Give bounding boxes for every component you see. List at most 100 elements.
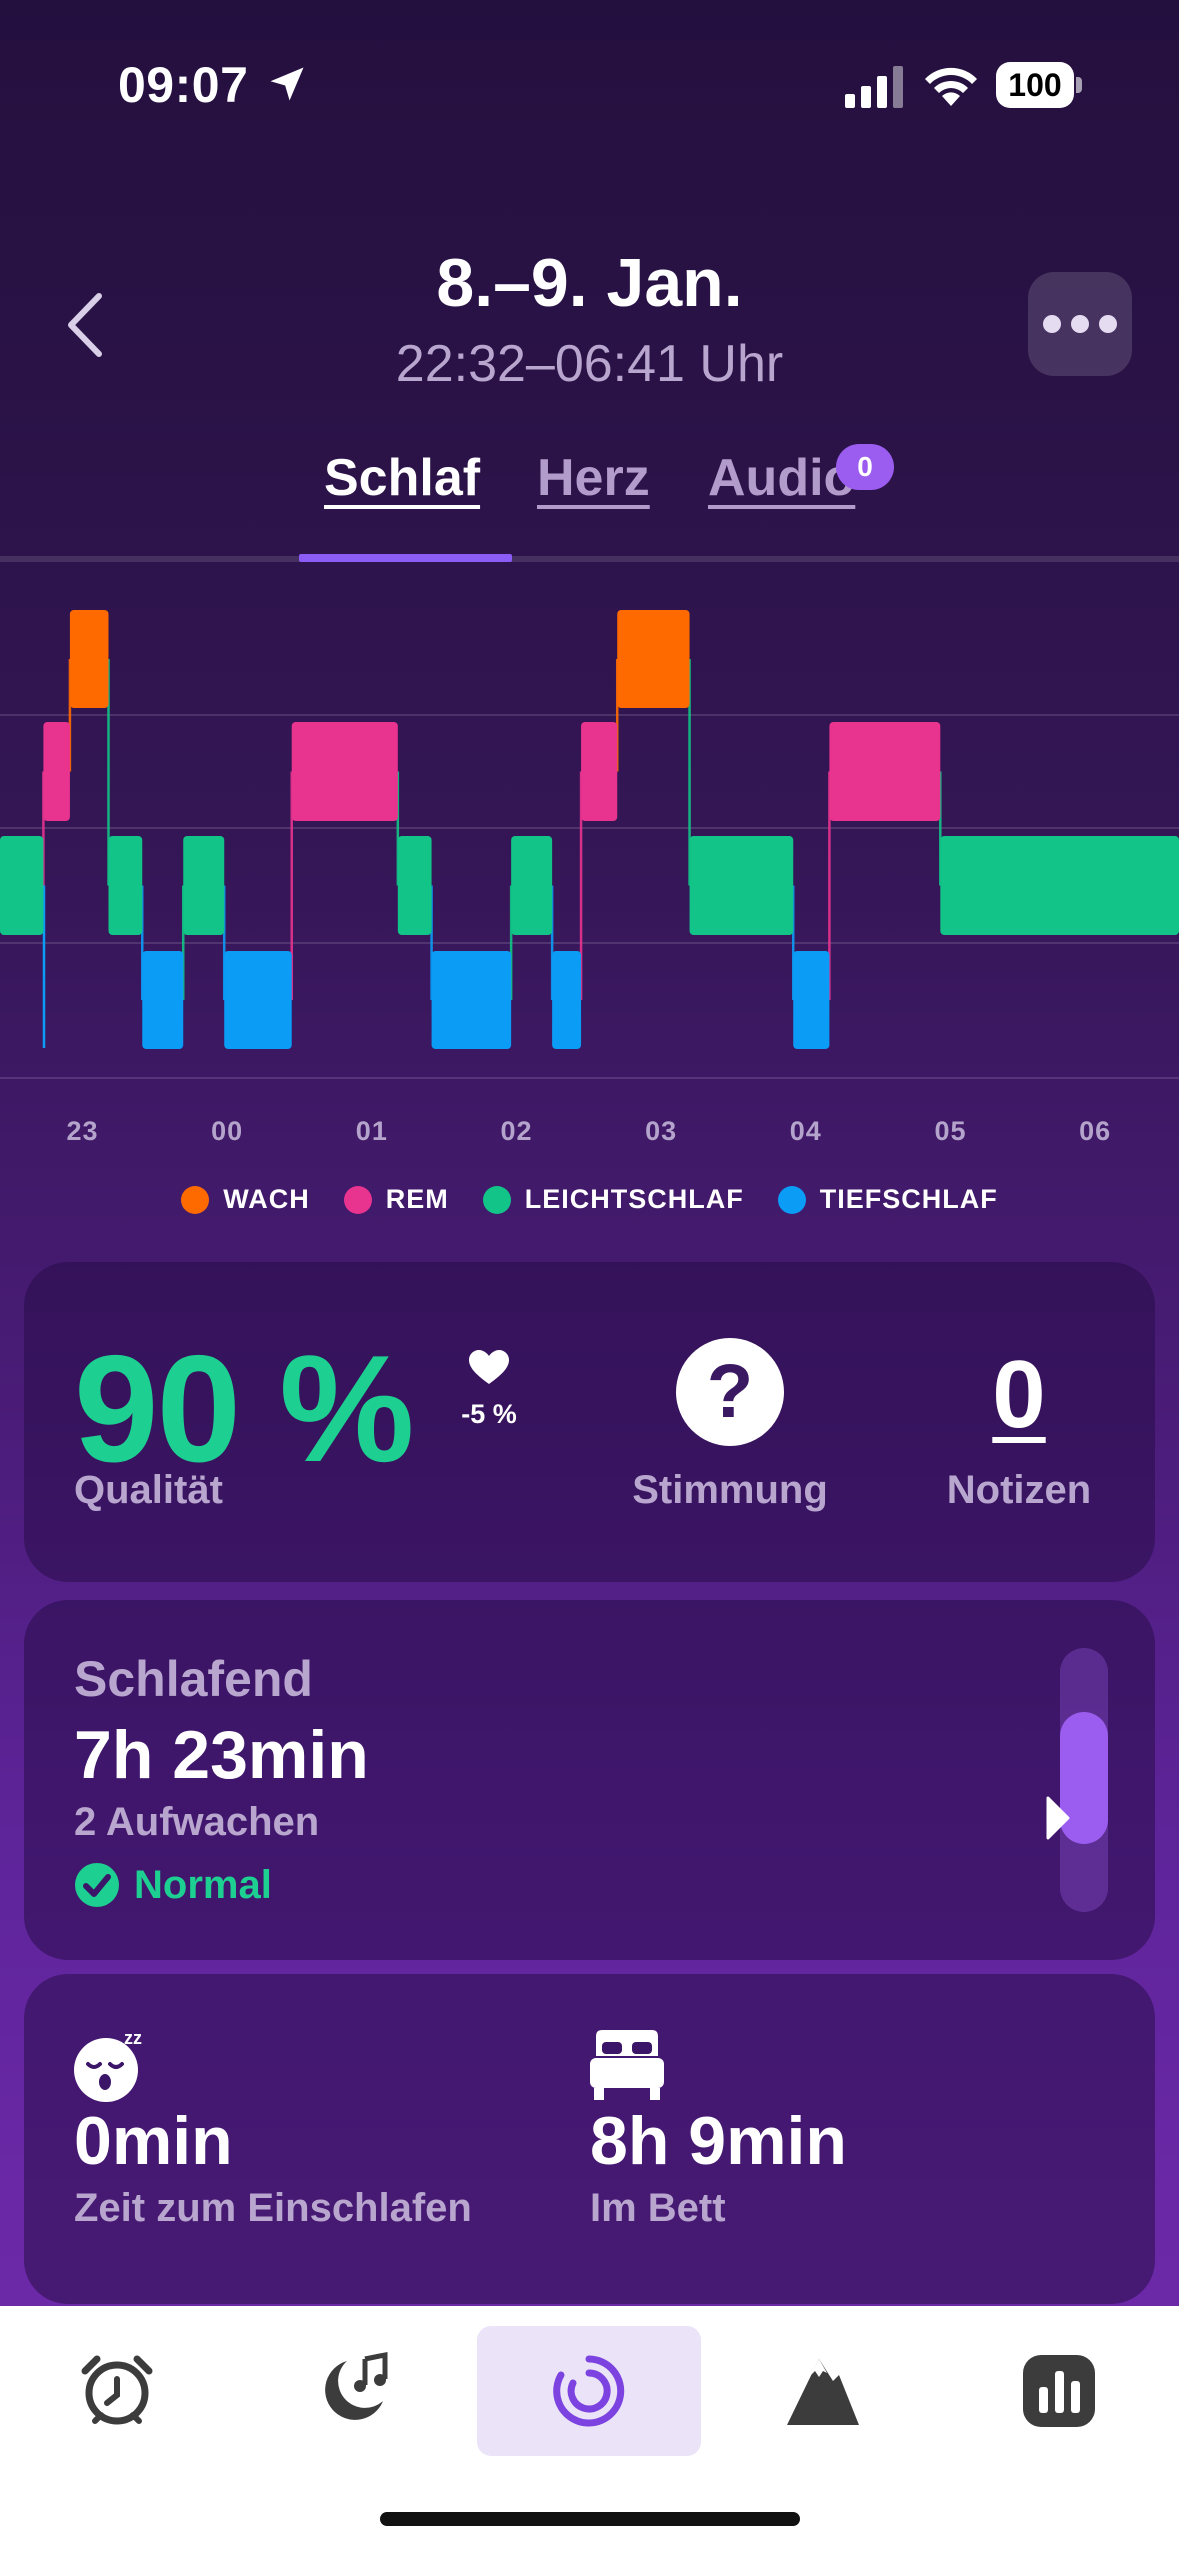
fall-asleep-label: Zeit zum Einschlafen [74, 2186, 472, 2230]
sleep-stage-bar-rem [829, 722, 941, 821]
statistics-icon [1023, 2355, 1095, 2427]
legend-dot [181, 1185, 210, 1214]
home-indicator [380, 2512, 800, 2526]
chart-legend: WACH REM LEICHTSCHLAF TIEFSCHLAF [0, 1184, 1179, 1215]
sleep-stage-bar-wach [69, 610, 109, 708]
page-title: 8.–9. Jan. [436, 245, 743, 321]
tab-indicator [299, 554, 512, 562]
heart-icon [469, 1350, 509, 1384]
bed-icon [590, 2030, 664, 2100]
wifi-icon [925, 67, 977, 106]
sleep-stage-bar-leichtschlaf [397, 836, 432, 935]
sleep-stage-bar-leichtschlaf [108, 836, 143, 935]
check-circle-icon [75, 1863, 119, 1907]
legend-dot [777, 1185, 806, 1214]
status-bar: 09:07 100 [0, 0, 1179, 170]
gauge-normal-range [1060, 1712, 1108, 1844]
tab-sleep-journey[interactable] [758, 2326, 888, 2456]
legend-dot [343, 1185, 372, 1214]
audio-count-badge: 0 [836, 444, 894, 490]
sleep-stage-bar-wach [617, 610, 690, 708]
sleep-stage-bar-leichtschlaf [940, 836, 1179, 935]
hour-tick-label: 02 [500, 1116, 533, 1146]
hour-tick-label: 00 [211, 1116, 244, 1146]
hour-tick-label: 03 [645, 1116, 678, 1146]
quality-trend: -5 % [444, 1350, 534, 1430]
fall-asleep-value: 0min [74, 2103, 233, 2179]
quality-card: 90 % Qualität -5 % ? Stimmung 0 Notizen [24, 1262, 1155, 1582]
tab-audio[interactable]: Audio [708, 449, 856, 507]
more-options-button[interactable] [1028, 272, 1132, 376]
hour-tick-label: 05 [934, 1116, 967, 1146]
segment-tabs: Schlaf Herz Audio [0, 448, 1179, 528]
moon-music-icon [325, 2351, 388, 2420]
quality-label: Qualität [74, 1468, 223, 1512]
sleepy-face-icon: zz [74, 2028, 142, 2102]
battery-indicator: 100 [996, 62, 1082, 108]
legend-dot [482, 1185, 511, 1214]
mood-label[interactable]: Stimmung [632, 1468, 828, 1512]
cellular-signal-icon [845, 66, 903, 108]
hour-tick-label: 04 [789, 1116, 822, 1146]
tab-track [0, 556, 1179, 562]
notes-label[interactable]: Notizen [946, 1468, 1092, 1512]
tab-sleep-sounds[interactable] [288, 2326, 418, 2456]
quality-value: 90 % [74, 1324, 414, 1494]
alarm-clock-icon [81, 2355, 153, 2425]
sleep-stage-bar-leichtschlaf [0, 836, 44, 935]
wake-count: 2 Aufwachen [74, 1800, 320, 1844]
gauge-pointer-icon [1046, 1796, 1070, 1840]
hour-tick-label: 23 [66, 1116, 99, 1146]
sleep-stage-bar-tiefschlaf [552, 951, 582, 1049]
quality-trend-value: -5 % [461, 1399, 517, 1429]
ellipsis-icon [1043, 315, 1061, 333]
battery-level: 100 [996, 62, 1074, 108]
sleep-stage-bar-tiefschlaf [431, 951, 512, 1049]
bed-stats-card: zz 0min Zeit zum Einschlafen 8h 9min Im … [24, 1974, 1155, 2304]
location-arrow-icon [270, 67, 304, 101]
hour-axis: 23 00 01 02 03 04 05 06 [0, 1116, 1179, 1156]
sleep-tracker-icon [553, 2355, 625, 2427]
sleep-hypnogram-chart [0, 610, 1179, 1079]
tab-herz[interactable]: Herz [537, 449, 650, 507]
notes-count[interactable]: 0 [992, 1341, 1046, 1448]
sleep-status-label: Normal [134, 1862, 272, 1907]
legend-item-rem: REM [343, 1184, 449, 1215]
ellipsis-icon [1071, 315, 1089, 333]
tab-alarm[interactable] [52, 2326, 182, 2456]
sleep-range-gauge [1060, 1648, 1108, 1912]
sleep-stage-bar-tiefschlaf [224, 951, 292, 1049]
sleep-stage-bar-rem [43, 722, 70, 821]
legend-label: TIEFSCHLAF [819, 1184, 998, 1214]
legend-item-leichtschlaf: LEICHTSCHLAF [482, 1184, 744, 1215]
sleep-duration: 7h 23min [74, 1717, 369, 1793]
question-mark-icon[interactable]: ? [676, 1338, 784, 1446]
in-bed-value: 8h 9min [590, 2103, 847, 2179]
status-time: 09:07 [118, 57, 249, 113]
sleep-stage-bar-leichtschlaf [511, 836, 553, 935]
ellipsis-icon [1099, 315, 1117, 333]
sleep-title: Schlafend [74, 1651, 313, 1707]
sleep-stage-bar-rem [291, 722, 398, 821]
battery-cap [1076, 77, 1082, 93]
sleep-stage-bar-rem [581, 722, 618, 821]
chevron-left-icon [68, 293, 102, 357]
sleep-stage-bar-leichtschlaf [183, 836, 225, 935]
back-button[interactable] [50, 280, 120, 370]
sleep-stage-bar-tiefschlaf [793, 951, 830, 1049]
tab-statistics[interactable] [994, 2326, 1124, 2456]
sleep-duration-card[interactable]: Schlafend 7h 23min 2 Aufwachen Normal [24, 1600, 1155, 1960]
mountain-icon [787, 2359, 859, 2425]
tab-sleep-tracker[interactable] [477, 2326, 701, 2456]
tab-schlaf[interactable]: Schlaf [324, 449, 481, 507]
hour-tick-label: 06 [1079, 1116, 1112, 1146]
legend-label: REM [385, 1184, 449, 1214]
sleep-status: Normal [74, 1862, 272, 1908]
sleep-stage-bar-leichtschlaf [689, 836, 794, 935]
in-bed-label: Im Bett [590, 2186, 726, 2230]
time-range: 22:32–06:41 Uhr [395, 335, 784, 393]
legend-label: LEICHTSCHLAF [524, 1184, 744, 1214]
svg-text:zz: zz [124, 2028, 142, 2048]
legend-item-tiefschlaf: TIEFSCHLAF [777, 1184, 998, 1215]
sleep-stage-bar-tiefschlaf [142, 951, 184, 1049]
